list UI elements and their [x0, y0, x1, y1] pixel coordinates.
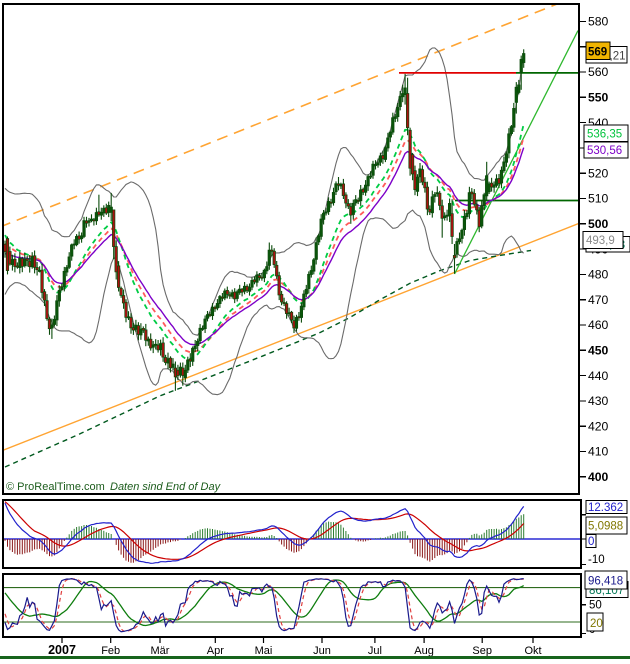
svg-text:-10: -10	[588, 554, 605, 566]
svg-text:410: 410	[588, 445, 609, 459]
svg-text:5,0988: 5,0988	[588, 521, 623, 533]
svg-text:© ProRealTime.com: © ProRealTime.com	[6, 481, 105, 493]
svg-text:520: 520	[588, 166, 609, 180]
svg-text:Daten sind End of Day: Daten sind End of Day	[110, 481, 222, 493]
svg-text:510: 510	[588, 192, 609, 206]
svg-text:500: 500	[588, 217, 609, 231]
svg-text:440: 440	[588, 369, 609, 383]
svg-text:550: 550	[588, 91, 609, 105]
svg-text:Apr: Apr	[207, 645, 224, 657]
svg-text:420: 420	[588, 419, 609, 433]
svg-text:2007: 2007	[48, 643, 76, 657]
svg-text:450: 450	[588, 344, 609, 358]
svg-text:560: 560	[588, 65, 609, 79]
svg-text:536,35: 536,35	[587, 129, 622, 141]
svg-text:430: 430	[588, 394, 609, 408]
svg-text:,21: ,21	[610, 51, 626, 63]
svg-text:0: 0	[588, 536, 594, 548]
svg-text:460: 460	[588, 318, 609, 332]
svg-text:Feb: Feb	[101, 645, 120, 657]
svg-text:Aug: Aug	[414, 645, 434, 657]
svg-text:580: 580	[588, 15, 609, 29]
svg-text:Sep: Sep	[472, 645, 492, 657]
svg-text:493,9: 493,9	[586, 235, 615, 247]
svg-text:12.362: 12.362	[588, 502, 623, 514]
svg-text:Jun: Jun	[313, 645, 331, 657]
svg-text:20: 20	[590, 618, 603, 630]
svg-text:470: 470	[588, 293, 609, 307]
svg-text:Mär: Mär	[151, 645, 170, 657]
svg-text:Okt: Okt	[524, 645, 541, 657]
svg-text:480: 480	[588, 268, 609, 282]
svg-text:400: 400	[588, 470, 609, 484]
svg-text:569: 569	[588, 47, 607, 59]
svg-text:50: 50	[589, 600, 602, 612]
svg-text:530,56: 530,56	[587, 145, 622, 157]
svg-text:96,418: 96,418	[588, 576, 623, 588]
svg-text:Mai: Mai	[255, 645, 273, 657]
svg-text:Jul: Jul	[368, 645, 382, 657]
